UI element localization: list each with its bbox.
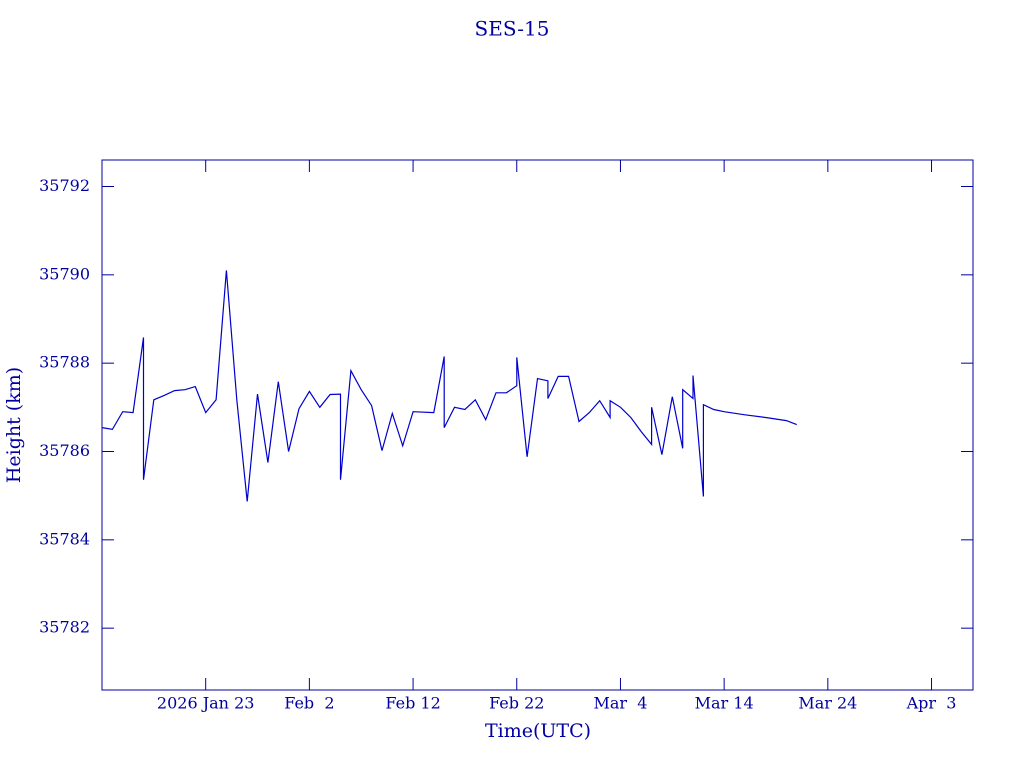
x-tick-label: Mar 24 — [798, 694, 857, 713]
y-tick-label: 35786 — [39, 441, 90, 460]
x-tick-label: Feb 12 — [385, 694, 440, 713]
plot-frame — [101, 159, 974, 691]
x-axis-title: Time(UTC) — [485, 720, 591, 742]
x-tick-label: Mar 4 — [593, 694, 647, 713]
x-tick-label: Feb 2 — [284, 694, 334, 713]
y-tick-label: 35788 — [39, 353, 90, 372]
y-tick-label: 35790 — [39, 264, 90, 283]
x-tick-label: 2026 Jan 23 — [157, 694, 255, 713]
chart-title: SES-15 — [475, 17, 550, 41]
x-tick-label: Apr 3 — [906, 694, 957, 713]
y-axis-title: Height (km) — [3, 367, 25, 483]
y-tick-label: 35784 — [39, 529, 90, 548]
x-tick-label: Mar 14 — [695, 694, 754, 713]
y-tick-label: 35792 — [39, 176, 90, 195]
data-line — [101, 270, 797, 502]
y-tick-label: 35782 — [39, 618, 90, 637]
x-tick-label: Feb 22 — [489, 694, 544, 713]
